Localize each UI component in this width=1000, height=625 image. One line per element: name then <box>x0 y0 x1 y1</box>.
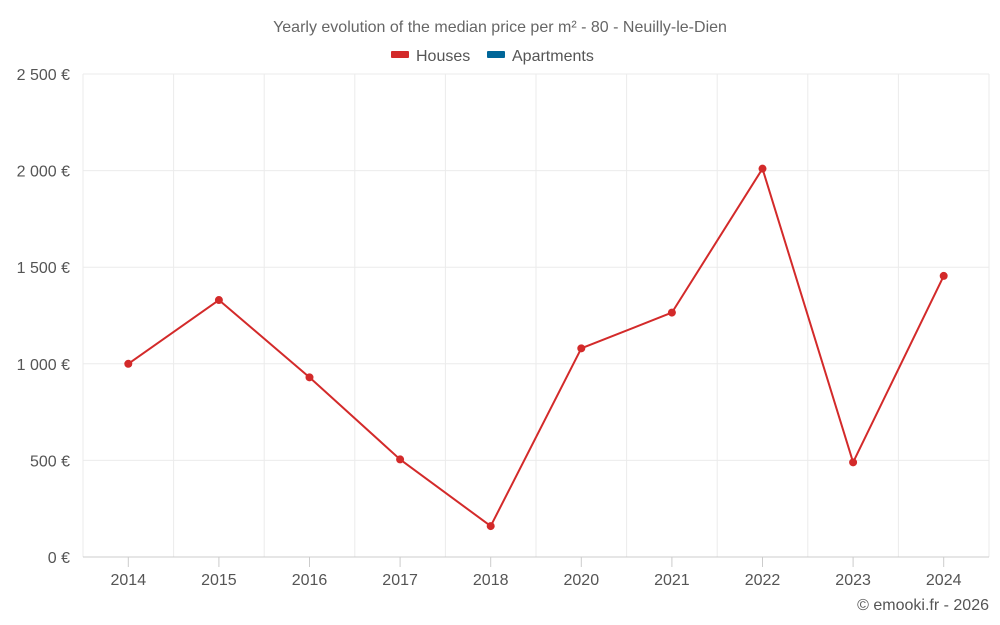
x-axis-ticks: 2014 2015 2016 2017 2018 2020 2021 2022 2023 2024 <box>111 557 962 589</box>
data-point-2022[interactable] <box>758 164 767 173</box>
data-point-2016[interactable] <box>305 373 314 382</box>
x-tick-label: 2018 <box>473 572 509 589</box>
data-point-2021[interactable] <box>667 308 676 317</box>
legend-item-apartments[interactable]: Apartments <box>487 48 594 65</box>
x-tick-label: 2015 <box>201 572 237 589</box>
credit-text: © emooki.fr - 2026 <box>857 597 989 614</box>
y-tick-label: 1 000 € <box>17 357 70 374</box>
x-tick-label: 2022 <box>745 572 781 589</box>
data-point-2018[interactable] <box>486 522 495 531</box>
data-point-2014[interactable] <box>124 359 133 368</box>
x-tick-label: 2017 <box>382 572 418 589</box>
y-tick-label: 500 € <box>30 453 70 470</box>
y-tick-label: 2 500 € <box>17 67 70 84</box>
chart-title: Yearly evolution of the median price per… <box>273 19 727 36</box>
data-point-2020[interactable] <box>577 344 586 353</box>
y-tick-label: 0 € <box>48 550 70 567</box>
legend-label-apartments: Apartments <box>512 48 594 65</box>
legend-swatch-houses <box>391 51 409 58</box>
chart-legend: Houses Apartments <box>391 48 594 65</box>
legend-item-houses[interactable]: Houses <box>391 48 470 65</box>
series-houses <box>124 164 948 531</box>
x-tick-label: 2014 <box>111 572 147 589</box>
data-point-2024[interactable] <box>939 271 948 280</box>
legend-swatch-apartments <box>487 51 505 58</box>
grid-lines <box>82 73 990 557</box>
x-tick-label: 2021 <box>654 572 690 589</box>
data-point-2015[interactable] <box>214 296 223 305</box>
x-tick-label: 2024 <box>926 572 962 589</box>
data-point-2017[interactable] <box>396 455 405 464</box>
y-tick-label: 2 000 € <box>17 164 70 181</box>
y-axis-ticks: 0 € 500 € 1 000 € 1 500 € 2 000 € 2 500 € <box>17 67 70 567</box>
x-tick-label: 2016 <box>292 572 328 589</box>
data-point-2023[interactable] <box>849 458 858 467</box>
legend-label-houses: Houses <box>416 48 470 65</box>
y-tick-label: 1 500 € <box>17 260 70 277</box>
x-tick-label: 2020 <box>564 572 600 589</box>
x-tick-label: 2023 <box>835 572 871 589</box>
series-line-houses <box>127 167 945 528</box>
